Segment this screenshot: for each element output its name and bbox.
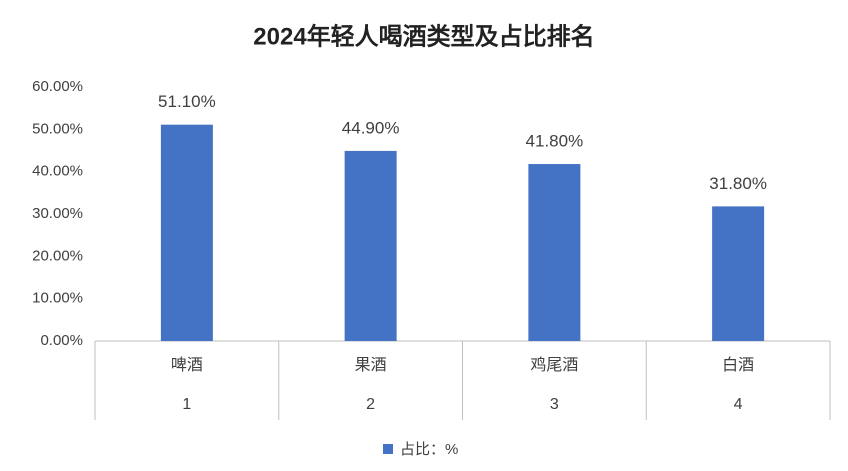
y-tick-label: 50.00% xyxy=(32,120,83,137)
bar xyxy=(712,206,765,341)
y-tick-label: 60.00% xyxy=(32,78,83,95)
y-tick-label: 20.00% xyxy=(32,247,83,264)
data-label: 41.80% xyxy=(526,132,584,151)
bar xyxy=(160,124,213,341)
data-label: 31.80% xyxy=(709,174,767,193)
bar xyxy=(528,164,581,341)
x-tick-label: 鸡尾酒 xyxy=(530,356,578,374)
legend-label: 占比：% xyxy=(400,441,458,458)
x-tick-label: 果酒 xyxy=(355,356,387,374)
data-label: 51.10% xyxy=(158,92,216,111)
legend-swatch xyxy=(383,444,393,454)
y-tick-label: 40.00% xyxy=(32,163,83,180)
y-tick-label: 30.00% xyxy=(32,205,83,222)
x-tick-label: 啤酒 xyxy=(171,356,203,374)
x-tick-number: 2 xyxy=(366,396,375,413)
y-tick-label: 0.00% xyxy=(40,332,83,349)
x-tick-label: 白酒 xyxy=(722,356,754,374)
chart-title: 2024年轻人喝酒类型及占比排名 xyxy=(253,22,594,50)
x-tick-number: 4 xyxy=(734,396,743,413)
data-label: 44.90% xyxy=(342,118,400,137)
y-tick-label: 10.00% xyxy=(32,290,83,307)
bar xyxy=(344,150,397,341)
x-tick-number: 1 xyxy=(182,396,191,413)
x-tick-number: 3 xyxy=(550,396,559,413)
